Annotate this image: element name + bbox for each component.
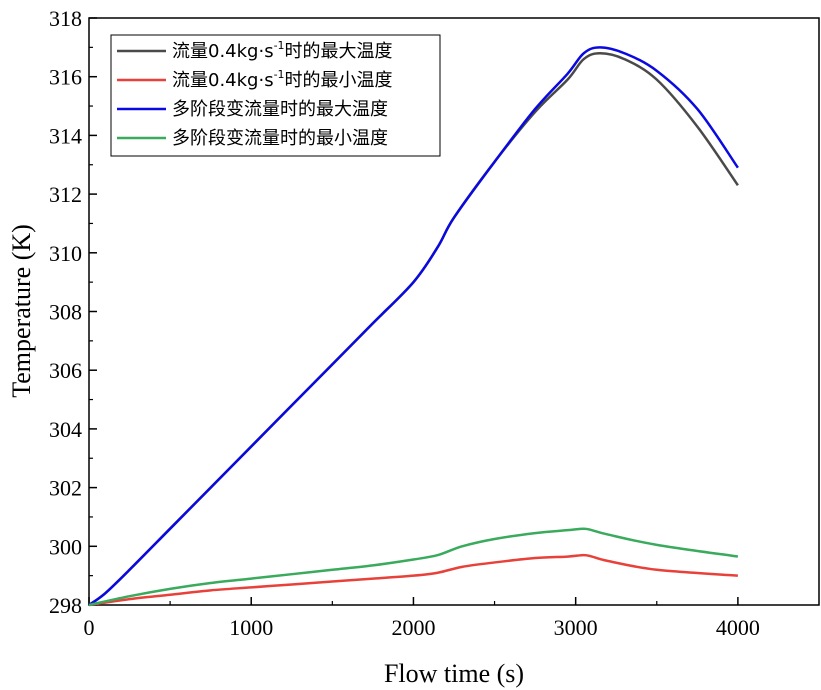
y-tick-label: 316 bbox=[49, 65, 82, 90]
legend: 流量0.4kg·s-1时的最大温度流量0.4kg·s-1时的最小温度多阶段变流量… bbox=[110, 34, 441, 157]
x-tick-label: 0 bbox=[84, 615, 95, 640]
y-tick-label: 308 bbox=[49, 300, 82, 325]
y-axis-title: Temperature (K) bbox=[7, 224, 36, 398]
legend-label-4: 多阶段变流量时的最小温度 bbox=[172, 128, 388, 149]
y-tick-label: 310 bbox=[49, 241, 82, 266]
x-tick-label: 2000 bbox=[391, 615, 435, 640]
series-lines bbox=[88, 46, 739, 607]
y-tick-label: 314 bbox=[49, 123, 82, 148]
y-axis-ticks: 298 300 302 304 306 308 310 312 314 316 318 bbox=[49, 6, 97, 618]
series-line-3 bbox=[88, 46, 739, 607]
y-tick-label: 300 bbox=[49, 534, 82, 559]
y-tick-label: 318 bbox=[49, 6, 82, 31]
y-tick-label: 304 bbox=[49, 417, 82, 442]
series-line-4 bbox=[88, 527, 739, 607]
y-tick-label: 306 bbox=[49, 358, 82, 383]
x-tick-label: 1000 bbox=[229, 615, 273, 640]
series-line-2 bbox=[88, 553, 738, 607]
legend-box bbox=[110, 34, 441, 157]
x-axis-title: Flow time (s) bbox=[384, 659, 524, 688]
x-axis-ticks: 0 1000 2000 3000 4000 bbox=[84, 597, 760, 640]
legend-label-1: 流量0.4kg·s-1时的最大温度 bbox=[172, 39, 393, 62]
legend-label-2: 流量0.4kg·s-1时的最小温度 bbox=[172, 68, 393, 91]
x-tick-label: 4000 bbox=[716, 615, 760, 640]
x-tick-label: 3000 bbox=[554, 615, 598, 640]
legend-label-3: 多阶段变流量时的最大温度 bbox=[172, 99, 388, 120]
y-tick-label: 312 bbox=[49, 182, 82, 207]
y-tick-label: 302 bbox=[49, 476, 82, 501]
y-tick-label: 298 bbox=[49, 593, 82, 618]
